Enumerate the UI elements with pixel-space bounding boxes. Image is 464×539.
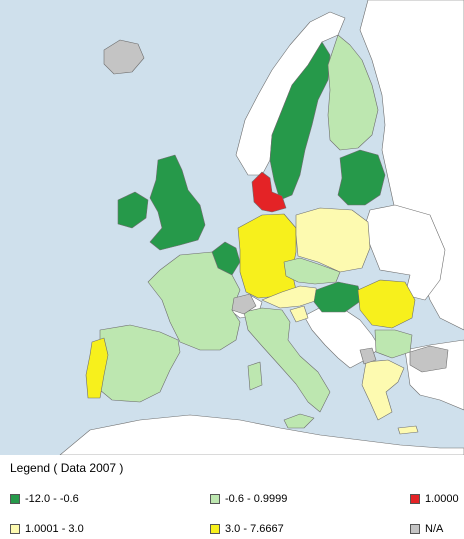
crete <box>397 425 419 435</box>
na-patch-turkey <box>409 345 449 373</box>
legend-label: 1.0000 <box>425 493 459 505</box>
legend-swatch-yellow <box>210 524 220 534</box>
legend-item-red: 1.0000 <box>410 493 459 505</box>
slovenia <box>289 305 309 323</box>
legend-label: 3.0 - 7.6667 <box>225 523 284 535</box>
norway <box>235 11 346 176</box>
legend-label: 1.0001 - 3.0 <box>25 523 84 535</box>
romania <box>357 279 416 329</box>
sweden <box>269 41 331 201</box>
legend-swatch-red <box>410 494 420 504</box>
sardinia <box>247 361 263 391</box>
baltic-states <box>337 149 386 206</box>
legend-item-yellow: 3.0 - 7.6667 <box>210 523 284 535</box>
italy <box>243 307 331 413</box>
hungary <box>313 281 363 313</box>
legend-swatch-light-green <box>210 494 220 504</box>
united-kingdom <box>149 154 206 251</box>
legend-title: Legend ( Data 2007 ) <box>10 461 124 475</box>
spain <box>99 324 181 403</box>
greece <box>361 359 405 421</box>
map-canvas <box>59 0 464 455</box>
legend-label: N/A <box>425 523 444 535</box>
north-africa-region <box>59 414 464 455</box>
legend-item-na: N/A <box>410 523 443 535</box>
europe-map <box>0 0 464 455</box>
czech-slovakia <box>283 257 341 285</box>
ireland <box>117 191 149 229</box>
legend-swatch-na <box>410 524 420 534</box>
legend-swatch-pale-yellow <box>10 524 20 534</box>
denmark <box>251 171 287 213</box>
legend-item-light-green: -0.6 - 0.9999 <box>210 493 287 505</box>
legend-item-pale-yellow: 1.0001 - 3.0 <box>10 523 84 535</box>
na-patch-switzerland <box>231 293 257 315</box>
finland <box>327 34 379 151</box>
sicily <box>283 413 315 429</box>
legend-item-dark-green: -12.0 - -0.6 <box>10 493 79 505</box>
portugal <box>85 337 109 399</box>
germany <box>237 213 297 299</box>
iceland <box>103 39 145 75</box>
legend-label: -12.0 - -0.6 <box>25 493 79 505</box>
legend-label: -0.6 - 0.9999 <box>225 493 288 505</box>
legend-swatch-dark-green <box>10 494 20 504</box>
na-patch-balkans <box>359 347 377 365</box>
france <box>147 251 241 351</box>
poland <box>295 207 371 273</box>
